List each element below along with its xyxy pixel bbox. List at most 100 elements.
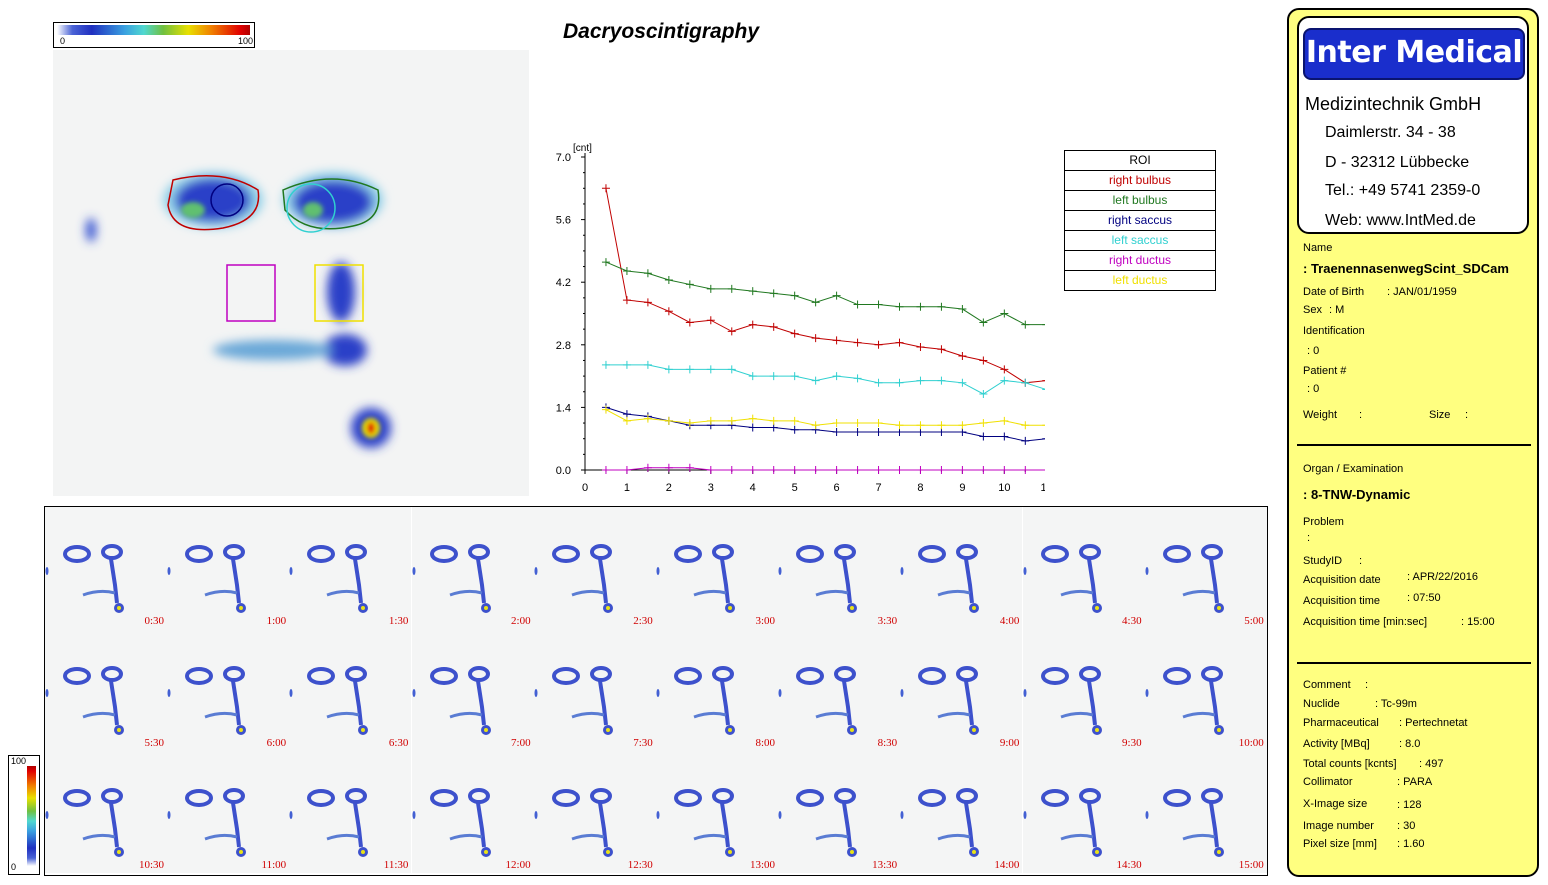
comment-value: : (1365, 679, 1369, 691)
data-point (685, 280, 694, 289)
thumbnail-frame[interactable]: 3:30 (778, 507, 901, 629)
thumbnail-frame[interactable]: 9:00 (900, 629, 1023, 751)
thumbnail-frame[interactable]: 6:30 (289, 629, 412, 751)
data-point (790, 329, 799, 338)
thumbnail-frame[interactable]: 5:30 (45, 629, 167, 751)
thumbnail-image (45, 544, 124, 613)
comment-label: Comment (1303, 679, 1351, 691)
thumbnail-image (45, 788, 124, 857)
x-tick-label: 6 (834, 482, 840, 494)
data-point (916, 302, 925, 311)
problem-label: Problem (1303, 516, 1344, 528)
roi-right-saccus (210, 183, 244, 217)
thumbnail-frame[interactable]: 5:00 (1144, 507, 1267, 629)
thumbnail-image (1023, 788, 1102, 857)
data-point (769, 466, 778, 474)
data-point (664, 463, 673, 472)
data-point (1042, 434, 1051, 443)
thumbnail-frame[interactable]: 12:00 (411, 751, 534, 873)
thumbnail-time: 14:30 (1116, 859, 1142, 871)
data-point (685, 318, 694, 327)
nuclide-label: Nuclide (1303, 698, 1340, 710)
thumbnail-frame[interactable]: 4:00 (900, 507, 1023, 629)
data-point (643, 298, 652, 307)
data-point (979, 466, 988, 474)
data-point (958, 466, 967, 474)
legend-item: right ductus (1065, 251, 1215, 271)
thumbnail-frame[interactable]: 10:30 (45, 751, 167, 873)
data-point (1000, 432, 1009, 441)
thumbnail-frame[interactable]: 1:30 (289, 507, 412, 629)
thumbnail-frame[interactable]: 14:00 (900, 751, 1023, 873)
thumbnail-frame[interactable]: 11:30 (289, 751, 412, 873)
thumbnail-frame[interactable]: 13:00 (656, 751, 778, 873)
thumbnail-frame[interactable]: 6:00 (167, 629, 290, 751)
thumbnail-frame[interactable]: 11:00 (167, 751, 290, 873)
legend-item: left saccus (1065, 231, 1215, 251)
thumbnail-time: 3:30 (877, 615, 898, 627)
data-point (601, 405, 610, 414)
thumbnail-frame[interactable]: 3:00 (656, 507, 778, 629)
thumbnail-frame[interactable]: 4:30 (1022, 507, 1145, 629)
thumbnail-image (1145, 544, 1224, 613)
thumbnail-image (412, 788, 491, 857)
series-line (605, 188, 1214, 388)
data-point (811, 298, 820, 307)
data-point (727, 466, 736, 474)
data-point (727, 327, 736, 336)
thumbnail-image (656, 666, 735, 735)
company-city: D - 32312 Lübbecke (1325, 154, 1470, 171)
data-point (790, 425, 799, 434)
thumbnail-time: 13:30 (872, 859, 898, 871)
data-point (937, 302, 946, 311)
data-point (874, 427, 883, 436)
thumbnail-frame[interactable]: 1:00 (167, 507, 290, 629)
thumbnail-time: 8:00 (755, 737, 775, 749)
data-point (601, 466, 610, 474)
thumbnail-frame[interactable]: 8:00 (656, 629, 778, 751)
data-point (601, 258, 610, 267)
data-point (1021, 421, 1030, 430)
colorbar-side-min: 0 (11, 862, 17, 872)
y-tick-label: 0.0 (556, 465, 571, 477)
thumbnail-time: 15:00 (1238, 859, 1264, 871)
thumbnail-frame[interactable]: 12:30 (533, 751, 656, 873)
thumbnail-frame[interactable]: 13:30 (778, 751, 901, 873)
thumbnail-frame[interactable]: 10:00 (1144, 629, 1267, 751)
data-point (895, 378, 904, 387)
data-point (937, 427, 946, 436)
thumbnail-frame[interactable]: 15:00 (1144, 751, 1267, 873)
data-point (979, 318, 988, 327)
data-point (622, 296, 631, 305)
legend-item: left bulbus (1065, 191, 1215, 211)
data-point (790, 291, 799, 300)
thumbnail-image (778, 544, 858, 613)
size-label: Size (1429, 409, 1451, 421)
thumbnail-frame[interactable]: 9:30 (1022, 629, 1145, 751)
thumbnail-image (167, 544, 247, 613)
thumbnail-frame[interactable]: 0:30 (45, 507, 167, 629)
thumbnail-frame[interactable]: 8:30 (778, 629, 901, 751)
legend-item: right saccus (1065, 211, 1215, 231)
data-point (832, 336, 841, 345)
thumbnail-image (1145, 788, 1224, 857)
data-point (706, 416, 715, 425)
thumbnail-frame[interactable]: 14:30 (1022, 751, 1145, 873)
thumbnail-time: 5:00 (1244, 615, 1264, 627)
thumbnail-frame[interactable]: 2:30 (533, 507, 656, 629)
data-point (643, 414, 652, 423)
studyid-value: : (1359, 555, 1363, 567)
data-point (895, 466, 904, 474)
thumbnail-frame[interactable]: 7:30 (533, 629, 656, 751)
thumbnail-time: 11:00 (261, 859, 287, 871)
thumbnail-frame[interactable]: 2:00 (411, 507, 534, 629)
y-tick-label: 7.0 (556, 152, 571, 164)
y-axis-label: [cnt] (573, 143, 592, 154)
thumbnail-frame[interactable]: 7:00 (411, 629, 534, 751)
thumbnail-image (289, 666, 369, 735)
acquisition-duration-label: Acquisition time [min:sec] (1303, 616, 1428, 628)
data-point (916, 421, 925, 430)
x-tick-label: 5 (792, 482, 798, 494)
chart-svg: 0.01.42.84.25.67.00123456789101112131415… (556, 143, 1238, 494)
colorbar-max-label: 100 (237, 36, 253, 46)
